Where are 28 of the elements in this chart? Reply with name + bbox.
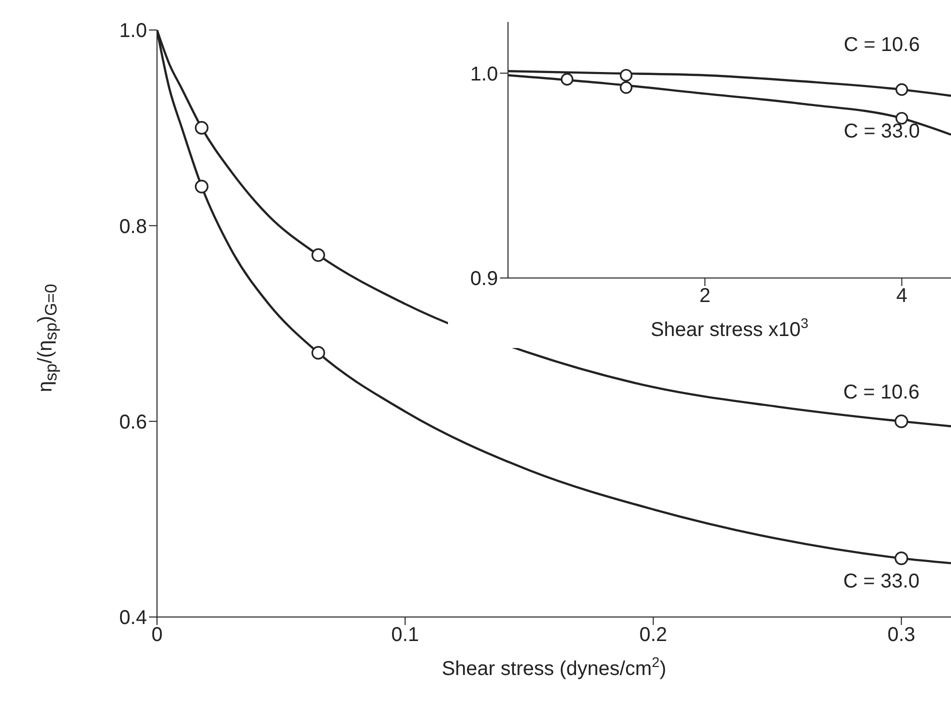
- y-tick-label: 0.9: [470, 268, 498, 290]
- x-tick-label: 2: [699, 285, 710, 308]
- point: [895, 83, 908, 96]
- series-label: C = 33.0: [844, 120, 920, 143]
- x-tick-label: 0.1: [391, 624, 420, 646]
- point: [894, 414, 908, 428]
- point: [894, 552, 908, 566]
- y-tick-label: 1.0: [470, 63, 498, 86]
- point: [560, 73, 574, 86]
- x-tick-label: 4: [896, 285, 908, 308]
- series-label: C = 33.0: [843, 570, 920, 593]
- point: [620, 68, 632, 82]
- x-tick-label: 0: [151, 624, 163, 646]
- y-tick-label: 0.8: [119, 216, 147, 238]
- x-tick-label: 0.2: [639, 624, 668, 646]
- point: [194, 180, 208, 194]
- series-label: C = 10.6: [843, 382, 920, 404]
- point: [194, 121, 208, 135]
- point: [311, 346, 326, 360]
- x-axis-title: Shear stress x10$^{3}$: [650, 315, 809, 341]
- series-label: C = 10.6: [844, 34, 920, 56]
- point: [620, 81, 632, 94]
- y-tick-label: 1.0: [119, 20, 147, 42]
- x-axis-title: Shear stress (dynes/cm$^{2}$): [442, 654, 666, 680]
- x-tick-label: 0.3: [887, 624, 916, 646]
- y-tick-label: 0.4: [119, 607, 147, 630]
- y-tick-label: 0.6: [119, 411, 147, 434]
- point: [311, 248, 326, 262]
